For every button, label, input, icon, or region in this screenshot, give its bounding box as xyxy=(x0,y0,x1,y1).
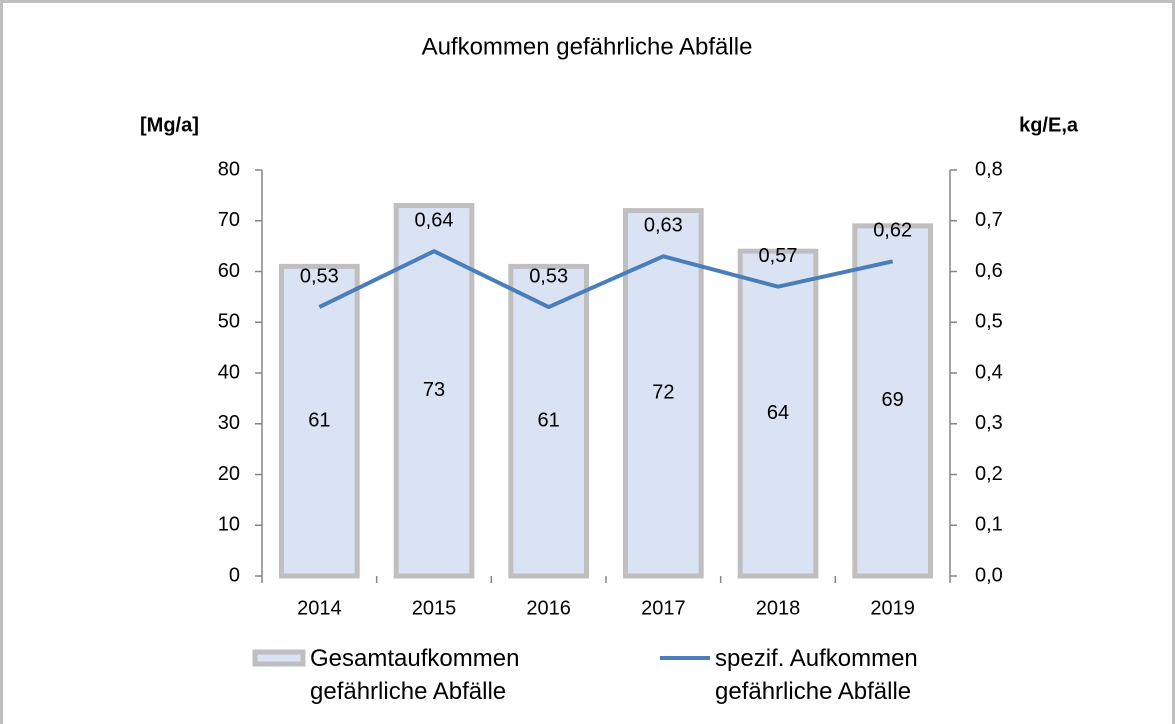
y-tick-label: 70 xyxy=(218,209,240,231)
y2-tick-label: 0,2 xyxy=(975,463,1003,485)
y2-tick-label: 0,5 xyxy=(975,311,1003,333)
bar-value-label: 61 xyxy=(538,409,560,431)
y-axis-label: [Mg/a] xyxy=(140,114,199,136)
x-tick-label: 2017 xyxy=(641,597,686,619)
line-value-label: 0,57 xyxy=(759,245,798,267)
legend-label: spezif. Aufkommen gefährliche Abfälle xyxy=(715,645,918,705)
x-tick-label: 2019 xyxy=(870,597,915,619)
bar-value-label: 61 xyxy=(308,409,330,431)
line-value-label: 0,62 xyxy=(873,220,912,242)
bar xyxy=(852,223,934,579)
y-tick-label: 10 xyxy=(218,514,240,536)
x-tick-label: 2016 xyxy=(526,597,571,619)
y2-tick-label: 0,0 xyxy=(975,564,1003,586)
y-tick-label: 0 xyxy=(229,564,240,586)
y-tick-label: 50 xyxy=(218,311,240,333)
line-value-label: 0,53 xyxy=(529,265,568,287)
y2-tick-label: 0,1 xyxy=(975,514,1003,536)
y2-tick-label: 0,7 xyxy=(975,209,1003,231)
bar xyxy=(278,263,360,579)
bar-value-label: 72 xyxy=(652,382,674,404)
y2-tick-label: 0,3 xyxy=(975,412,1003,434)
bar-value-label: 73 xyxy=(423,379,445,401)
legend-label: Gesamtaufkommen gefährliche Abfälle xyxy=(310,645,520,705)
y2-axis-label: kg/E,a xyxy=(1019,114,1079,136)
y-tick-label: 80 xyxy=(218,158,240,180)
legend-swatch xyxy=(252,649,306,667)
bar-value-label: 69 xyxy=(882,389,904,411)
chart-title: Aufkommen gefährliche Abfälle xyxy=(422,33,753,60)
x-tick-label: 2014 xyxy=(297,597,342,619)
y2-tick-label: 0,6 xyxy=(975,260,1003,282)
x-tick-label: 2015 xyxy=(412,597,457,619)
y-tick-label: 20 xyxy=(218,463,240,485)
x-tick-label: 2018 xyxy=(756,597,801,619)
line-series xyxy=(318,249,894,310)
bar xyxy=(393,203,475,579)
line-value-label: 0,53 xyxy=(300,265,339,287)
y2-tick-label: 0,4 xyxy=(975,361,1003,383)
line-value-label: 0,64 xyxy=(415,209,454,231)
bar xyxy=(508,263,590,579)
bar xyxy=(622,208,704,579)
bar xyxy=(737,248,819,579)
line-value-label: 0,63 xyxy=(644,215,683,237)
y-tick-label: 60 xyxy=(218,260,240,282)
y-tick-label: 40 xyxy=(218,361,240,383)
y-tick-label: 30 xyxy=(218,412,240,434)
bar-value-label: 64 xyxy=(767,402,789,424)
y2-tick-label: 0,8 xyxy=(975,158,1003,180)
